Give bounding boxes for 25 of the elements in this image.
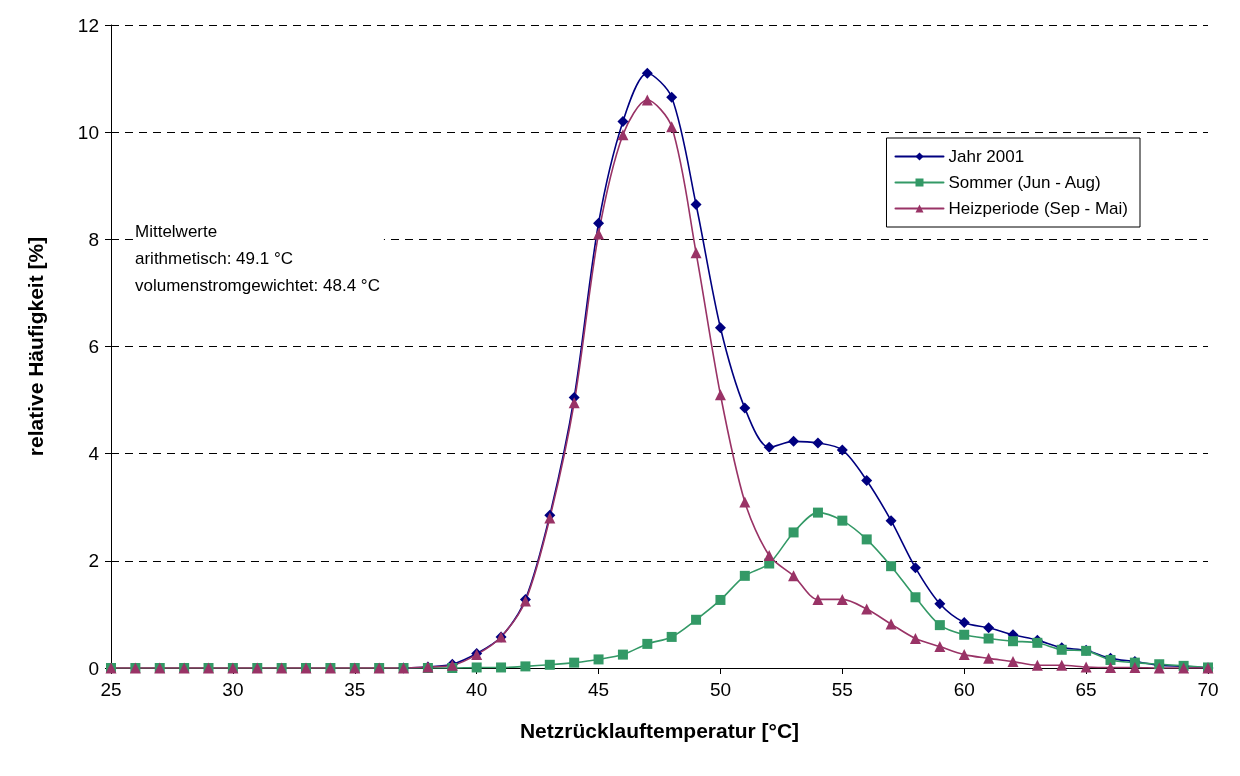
x-tick-label: 55 (831, 679, 853, 700)
x-tick-label: 35 (344, 679, 366, 700)
y-tick-label: 8 (88, 228, 99, 250)
y-tick-label: 10 (77, 121, 99, 143)
legend-label: Jahr 2001 (948, 147, 1025, 166)
legend-label: Heizperiode (Sep - Mai) (948, 199, 1128, 218)
annotation: volumenstromgewichtet: 48.4 °C (135, 276, 380, 295)
x-axis-title: Netzrücklauftemperatur [°C] (519, 719, 800, 742)
y-tick-label: 6 (88, 336, 99, 357)
x-tick-label: 45 (587, 679, 610, 700)
x-tick-label: 60 (953, 679, 975, 700)
y-tick-label: 0 (88, 657, 99, 679)
x-tick-label: 40 (466, 679, 488, 700)
annotation: Mittelwerte (135, 222, 218, 241)
y-axis-title: relative Häufigkeit [%] (24, 236, 47, 457)
y-tick-label: 4 (88, 443, 100, 465)
annotation: arithmetisch: 49.1 °C (135, 249, 293, 268)
x-tick-label: 25 (100, 679, 122, 700)
y-tick-label: 12 (77, 14, 99, 36)
x-tick-label: 50 (709, 679, 732, 700)
x-tick-label: 65 (1075, 679, 1097, 700)
legend-label: Sommer (Jun - Aug) (948, 173, 1101, 192)
y-tick-label: 2 (88, 550, 99, 572)
x-tick-label: 30 (222, 679, 244, 700)
x-tick-label: 70 (1197, 679, 1219, 700)
